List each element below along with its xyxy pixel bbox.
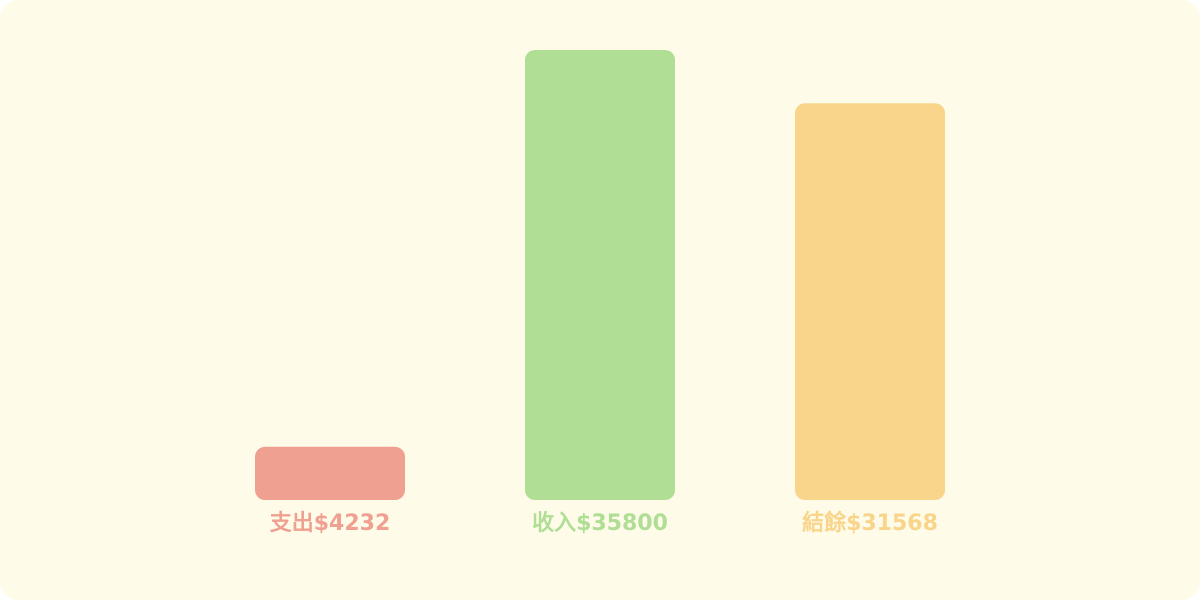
labels-group: 支出$4232 收入$35800 結餘$31568: [270, 510, 938, 536]
bars-group: [255, 50, 945, 500]
bar-label-2: 收入$35800: [532, 510, 668, 536]
bar-label-3: 結餘$31568: [802, 510, 938, 536]
bar-3: [795, 103, 945, 500]
bar-2: [525, 50, 675, 500]
bar-1: [255, 447, 405, 500]
bar-label-1: 支出$4232: [270, 511, 391, 536]
